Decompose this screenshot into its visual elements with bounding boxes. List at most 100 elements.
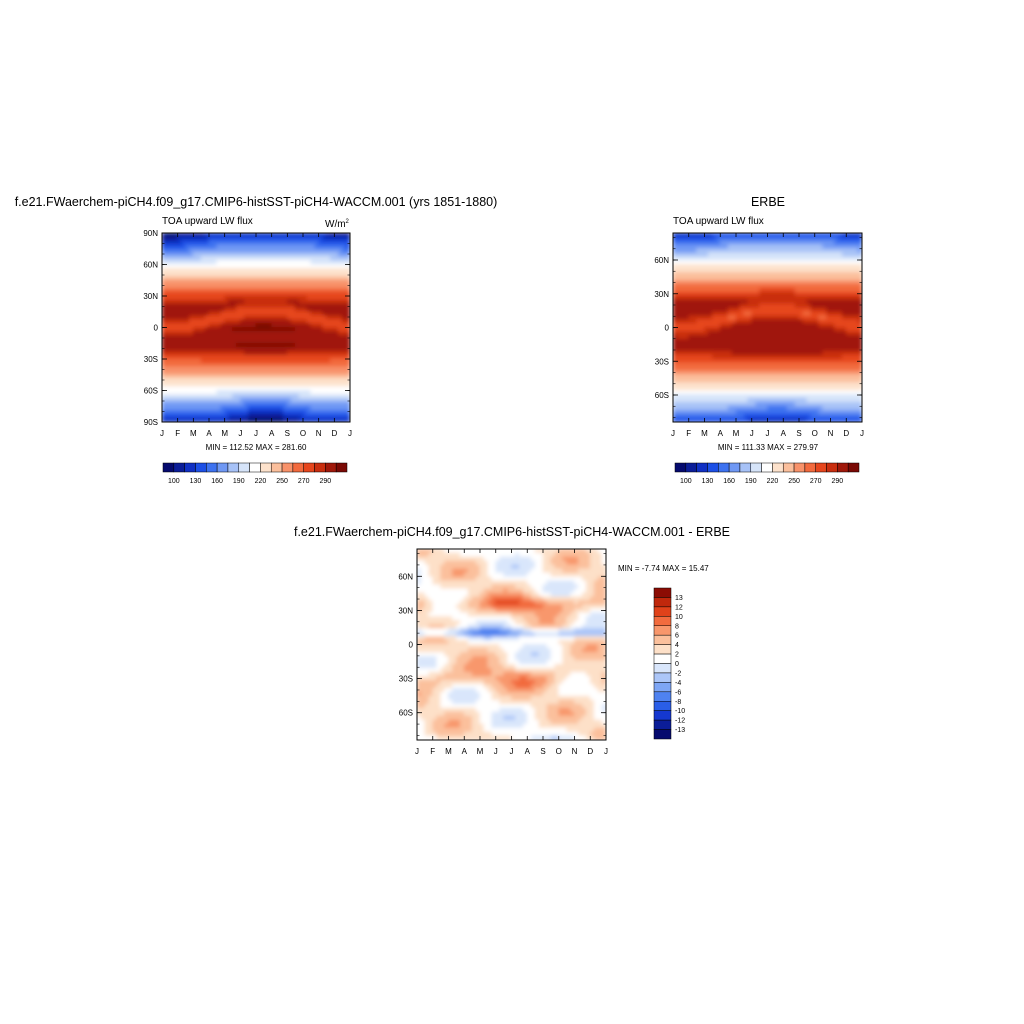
heatmap-cell <box>283 346 288 352</box>
heatmap-cell <box>849 335 855 340</box>
heatmap-cell <box>759 264 764 269</box>
heatmap-cell <box>232 240 237 246</box>
heatmap-cell <box>802 287 808 293</box>
heatmap-cell <box>200 402 206 407</box>
heatmap-cell <box>224 307 229 313</box>
heatmap-cell <box>830 295 835 301</box>
heatmap-cell <box>318 260 323 265</box>
heatmap-cell <box>684 311 690 316</box>
heatmap-cell <box>162 244 167 250</box>
heatmap-cell <box>704 386 709 391</box>
heatmap-cell <box>755 264 760 269</box>
heatmap-cell <box>334 358 339 364</box>
heatmap-cell <box>259 323 265 328</box>
heatmap-cell <box>287 260 292 265</box>
heatmap-cell <box>700 339 705 344</box>
heatmap-cell <box>731 233 737 238</box>
heatmap-cell <box>255 244 261 250</box>
heatmap-cell <box>680 350 686 356</box>
heatmap-cell <box>162 307 167 313</box>
heatmap-cell <box>834 252 839 257</box>
heatmap-cell <box>806 315 812 320</box>
heatmap-cell <box>574 549 579 554</box>
heatmap-cell <box>165 417 171 422</box>
heatmap-cell <box>302 256 308 261</box>
heatmap-cell <box>169 240 175 246</box>
heatmap-cell <box>298 311 304 316</box>
heatmap-cell <box>228 240 233 246</box>
heatmap-cell <box>290 279 296 285</box>
heatmap-cell <box>845 319 851 324</box>
heatmap-cell <box>779 319 784 324</box>
heatmap-cell <box>247 272 253 277</box>
heatmap-cell <box>255 252 261 257</box>
heatmap-cell <box>341 327 347 332</box>
heatmap-cell <box>673 233 678 238</box>
heatmap-cell <box>318 335 323 340</box>
heatmap-cell <box>232 295 237 301</box>
heatmap-cell <box>216 362 222 368</box>
heatmap-cell <box>334 350 339 356</box>
heatmap-cell <box>723 276 729 281</box>
heatmap-cell <box>759 256 764 261</box>
heatmap-cell <box>275 252 280 257</box>
heatmap-cell <box>322 378 327 383</box>
heatmap-cell <box>822 236 827 242</box>
heatmap-cell <box>857 283 862 289</box>
heatmap-cell <box>181 272 186 277</box>
heatmap-cell <box>228 279 233 285</box>
heatmap-cell <box>310 327 316 332</box>
heatmap-cell <box>334 256 339 261</box>
heatmap-cell <box>716 402 721 407</box>
heatmap-cell <box>432 556 437 562</box>
heatmap-cell <box>688 244 693 250</box>
heatmap-cell <box>735 279 741 285</box>
heatmap-cell <box>275 335 280 340</box>
heatmap-cell <box>794 335 800 340</box>
heatmap-cell <box>786 272 792 277</box>
heatmap-cell <box>314 402 319 407</box>
heatmap-cell <box>810 374 816 379</box>
heatmap-cell <box>196 362 202 368</box>
heatmap-cell <box>842 405 847 411</box>
heatmap-cell <box>177 402 182 407</box>
heatmap-cell <box>692 370 697 376</box>
heatmap-cell <box>302 264 308 269</box>
heatmap-cell <box>216 264 222 269</box>
x-tick-label: F <box>686 429 691 438</box>
heatmap-cell <box>700 374 705 379</box>
heatmap-cell <box>731 374 737 379</box>
heatmap-cell <box>751 346 756 352</box>
heatmap-cell <box>826 291 831 297</box>
heatmap-cell <box>830 283 835 289</box>
heatmap-cell <box>779 252 784 257</box>
heatmap-cell <box>271 354 276 360</box>
heatmap-cell <box>857 244 862 250</box>
heatmap-cell <box>727 248 733 253</box>
heatmap-cell <box>334 354 339 360</box>
heatmap-cell <box>165 240 171 246</box>
heatmap-cell <box>790 362 796 368</box>
heatmap-cell <box>243 409 249 415</box>
heatmap-cell <box>216 405 222 411</box>
heatmap-cell <box>200 233 206 238</box>
heatmap-cell <box>185 319 190 324</box>
heatmap-cell <box>680 402 686 407</box>
heatmap-cell <box>236 342 241 348</box>
heatmap-cell <box>719 291 725 297</box>
heatmap-cell <box>853 370 859 376</box>
heatmap-cell <box>700 413 705 419</box>
heatmap-cell <box>786 260 792 265</box>
heatmap-cell <box>794 233 800 238</box>
heatmap-cell <box>775 264 780 269</box>
heatmap-cell <box>193 335 198 340</box>
heatmap-cell <box>830 303 835 309</box>
heatmap-cell <box>818 287 823 293</box>
heatmap-cell <box>263 386 269 391</box>
heatmap-cell <box>794 350 800 356</box>
heatmap-cell <box>310 346 316 352</box>
heatmap-cell <box>838 405 843 411</box>
heatmap-cell <box>318 264 323 269</box>
heatmap-cell <box>165 283 171 289</box>
heatmap-cell <box>240 311 245 316</box>
